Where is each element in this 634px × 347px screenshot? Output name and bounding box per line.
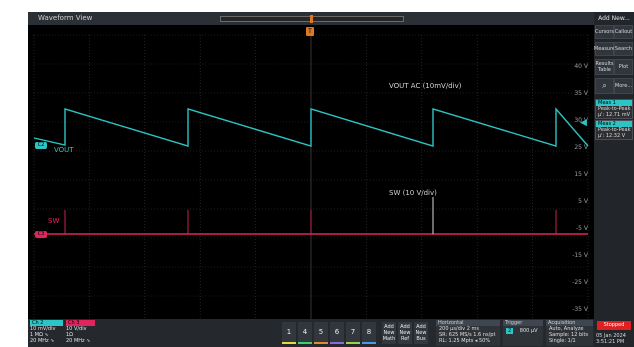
run-stop-button[interactable]: Stopped — [597, 321, 631, 330]
horizontal-sample-rate: SR: 625 MS/s 1.6 ns/pt — [439, 332, 496, 338]
zoom-icon[interactable]: ⌕ — [595, 78, 614, 94]
add-new-math-button[interactable]: Add New Math — [382, 322, 396, 344]
y-scale-label: -15 V — [572, 252, 588, 259]
ch2-scale: 10 mV/div — [30, 326, 56, 332]
callout-button[interactable]: Callout — [614, 25, 633, 39]
acquisition-resolution: Sample: 12 bits — [549, 332, 589, 338]
ch3-impedance: 1Ω — [66, 332, 74, 338]
ch3-bandwidth: 20 MHz ∿ — [66, 338, 91, 344]
waveform-plot-area[interactable]: VOUT AC (10mV/div) SW (10 V/div) C2 VOUT… — [28, 25, 594, 331]
channel-1-button[interactable]: 1 — [282, 322, 296, 344]
measurement-1-name: Meas 1 — [596, 100, 632, 106]
channel-6-label: 6 — [334, 328, 340, 336]
trigger-title: Trigger — [503, 320, 543, 326]
acquisition-settings-badge[interactable]: Acquisition Auto, Analyze Sample: 12 bit… — [546, 320, 593, 346]
measurement-1-type: Peak-to-Peak — [598, 106, 631, 112]
cursors-button[interactable]: Cursors — [595, 25, 614, 39]
measurement-2-value: µ': 12.32 V — [598, 133, 626, 139]
trigger-settings-badge[interactable]: Trigger 2 800 µV — [503, 320, 543, 346]
trigger-setting-row: 2 800 µV — [503, 328, 543, 334]
measurement-2-name: Meas 2 — [596, 121, 632, 127]
ch2-tab: Ch 2 — [32, 320, 44, 326]
ch3-settings-badge[interactable]: Ch 3 10 V/div 1Ω 20 MHz ∿ — [66, 320, 95, 346]
trigger-level: 800 µV — [519, 328, 538, 334]
measurement-badge-2[interactable]: Meas 2 Peak-to-Peak µ': 12.32 V — [595, 120, 633, 140]
ch2-settings-badge[interactable]: Ch 2 10 mV/div 1 MΩ ∿ 20 MHz ∿ — [30, 320, 63, 346]
plot-button[interactable]: Plot — [614, 59, 633, 75]
run-status-panel: Stopped 05 Jan 2024 3:51:21 PM — [594, 319, 634, 347]
ch3-label: SW — [48, 217, 60, 225]
ch3-scale: 10 V/div — [66, 326, 87, 332]
channel-6-button[interactable]: 6 — [330, 322, 344, 344]
channel-4-button[interactable]: 4 — [298, 322, 312, 344]
acquisition-count: Single: 1/1 — [549, 338, 576, 344]
ch2-level-arrow-icon: ◀ — [580, 118, 587, 128]
trigger-position-marker[interactable]: T — [306, 27, 314, 36]
channel-7-label: 7 — [350, 328, 356, 336]
channel-8-label: 8 — [366, 328, 372, 336]
add-new-header: Add New... — [598, 15, 630, 22]
acquisition-title: Acquisition — [546, 320, 593, 326]
ch3-tab: Ch 3 — [68, 320, 80, 326]
y-scale-label: -35 V — [572, 306, 588, 313]
horizontal-record-length: RL: 1.25 Mpts ◂ 50% — [439, 338, 491, 344]
results-table-button[interactable]: Results Table — [595, 59, 614, 75]
measure-button[interactable]: Measure — [594, 42, 615, 56]
oscilloscope-window: Waveform View VOUT AC (10mV/div) SW (10 … — [28, 12, 594, 347]
y-scale-label: -5 V — [576, 225, 588, 232]
vout-annotation: VOUT AC (10mV/div) — [389, 82, 462, 90]
y-scale-label: 15 V — [574, 171, 588, 178]
more-button[interactable]: More... — [614, 78, 633, 94]
status-time: 3:51:21 PM — [596, 339, 625, 345]
channel-7-button[interactable]: 7 — [346, 322, 360, 344]
record-view-bar[interactable] — [220, 15, 404, 23]
record-view-marker[interactable] — [310, 15, 313, 23]
add-new-ref-button[interactable]: Add New Ref — [398, 322, 412, 344]
channel-8-button[interactable]: 8 — [362, 322, 376, 344]
add-new-bus-button[interactable]: Add New Bus — [414, 322, 428, 344]
measurement-badge-1[interactable]: Meas 1 Peak-to-Peak µ': 12.71 mV — [595, 99, 633, 119]
y-scale-label: 30 V — [574, 117, 588, 124]
channel-5-button[interactable]: 5 — [314, 322, 328, 344]
sw-annotation: SW (10 V/div) — [389, 189, 437, 197]
y-scale-label: 40 V — [574, 63, 588, 70]
horizontal-settings-badge[interactable]: Horizontal 200 µs/div 2 ms SR: 625 MS/s … — [436, 320, 500, 346]
waveform-view-titlebar: Waveform View — [28, 12, 594, 25]
trigger-source: 2 — [506, 328, 514, 334]
ch3-offset-marker[interactable]: C3 — [35, 231, 47, 238]
ch2-offset-marker[interactable]: C2 — [35, 142, 47, 149]
channel-1-label: 1 — [286, 328, 292, 336]
ch2-bandwidth: 20 MHz ∿ — [30, 338, 55, 344]
ch2-label: VOUT — [54, 146, 74, 154]
horizontal-title: Horizontal — [436, 320, 500, 326]
status-date: 05 Jan 2024 — [596, 333, 626, 339]
channel-4-label: 4 — [302, 328, 308, 336]
ch2-impedance: 1 MΩ ∿ — [30, 332, 49, 338]
window-title: Waveform View — [38, 14, 93, 22]
right-control-panel: Add New... Cursors Callout Measure Searc… — [594, 12, 634, 347]
acquisition-mode: Auto, Analyze — [549, 326, 584, 332]
waveform-graticule — [33, 34, 589, 326]
y-scale-label: 5 V — [578, 198, 588, 205]
channel-5-label: 5 — [318, 328, 324, 336]
measurement-1-value: µ': 12.71 mV — [598, 112, 631, 118]
measurement-2-type: Peak-to-Peak — [598, 127, 631, 133]
search-button[interactable]: Search — [614, 42, 633, 56]
y-scale-label: 35 V — [574, 90, 588, 97]
horizontal-scale: 200 µs/div 2 ms — [439, 326, 479, 332]
y-scale-label: -25 V — [572, 279, 588, 286]
ch2-vout-trace — [33, 107, 589, 147]
y-scale-label: 25 V — [574, 144, 588, 151]
settings-bar: Ch 2 10 mV/div 1 MΩ ∿ 20 MHz ∿ Ch 3 10 V… — [28, 319, 594, 347]
